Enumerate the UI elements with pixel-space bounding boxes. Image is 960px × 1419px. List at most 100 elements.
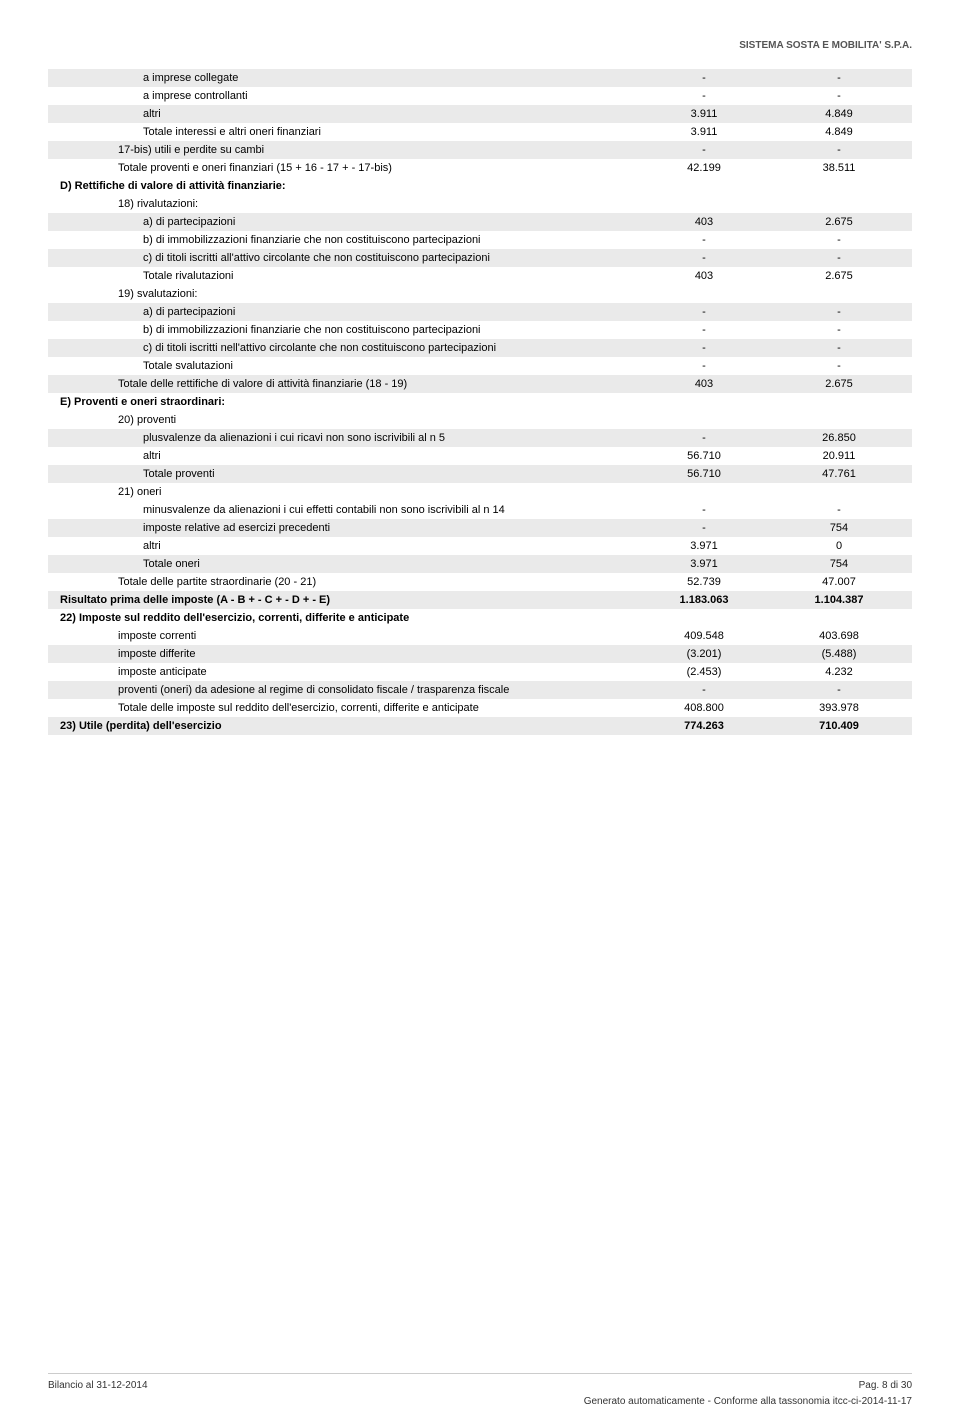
row-value-2: - bbox=[772, 504, 912, 516]
table-row: 20) proventi bbox=[48, 411, 912, 429]
row-value-2: 20.911 bbox=[772, 450, 912, 462]
row-value-2: 0 bbox=[772, 540, 912, 552]
table-row: a imprese collegate-- bbox=[48, 69, 912, 87]
row-value-1: 408.800 bbox=[642, 702, 772, 714]
row-value-2: 47.761 bbox=[772, 468, 912, 480]
row-label: imposte relative ad esercizi precedenti bbox=[48, 522, 642, 534]
row-value-1: 3.911 bbox=[642, 108, 772, 120]
row-value-1: - bbox=[642, 324, 772, 336]
row-value-2: 754 bbox=[772, 522, 912, 534]
table-row: 17-bis) utili e perdite su cambi-- bbox=[48, 141, 912, 159]
row-value-1: 56.710 bbox=[642, 468, 772, 480]
table-row: altri56.71020.911 bbox=[48, 447, 912, 465]
table-row: Totale oneri3.971754 bbox=[48, 555, 912, 573]
row-value-1: 42.199 bbox=[642, 162, 772, 174]
row-label: Totale proventi e oneri finanziari (15 +… bbox=[48, 162, 642, 174]
row-value-2: 2.675 bbox=[772, 270, 912, 282]
table-row: c) di titoli iscritti nell'attivo circol… bbox=[48, 339, 912, 357]
row-value-2: - bbox=[772, 324, 912, 336]
row-value-1: 409.548 bbox=[642, 630, 772, 642]
row-label: imposte anticipate bbox=[48, 666, 642, 678]
row-label: a imprese collegate bbox=[48, 72, 642, 84]
table-row: Totale rivalutazioni4032.675 bbox=[48, 267, 912, 285]
row-label: Totale svalutazioni bbox=[48, 360, 642, 372]
row-value-1: 3.971 bbox=[642, 558, 772, 570]
table-row: b) di immobilizzazioni finanziarie che n… bbox=[48, 231, 912, 249]
row-value-1: 403 bbox=[642, 378, 772, 390]
row-label: Totale delle imposte sul reddito dell'es… bbox=[48, 702, 642, 714]
row-label: proventi (oneri) da adesione al regime d… bbox=[48, 684, 642, 696]
footer-right: Pag. 8 di 30 bbox=[859, 1380, 912, 1391]
row-label: a) di partecipazioni bbox=[48, 306, 642, 318]
row-label: altri bbox=[48, 540, 642, 552]
row-label: Totale interessi e altri oneri finanziar… bbox=[48, 126, 642, 138]
row-value-2: - bbox=[772, 90, 912, 102]
row-value-2: 710.409 bbox=[772, 720, 912, 732]
table-row: 18) rivalutazioni: bbox=[48, 195, 912, 213]
table-row: altri3.9710 bbox=[48, 537, 912, 555]
row-label: Totale delle partite straordinarie (20 -… bbox=[48, 576, 642, 588]
row-label: 23) Utile (perdita) dell'esercizio bbox=[48, 720, 642, 732]
row-value-1: - bbox=[642, 342, 772, 354]
row-label: Totale rivalutazioni bbox=[48, 270, 642, 282]
row-label: b) di immobilizzazioni finanziarie che n… bbox=[48, 234, 642, 246]
row-label: imposte differite bbox=[48, 648, 642, 660]
row-value-1: - bbox=[642, 72, 772, 84]
row-value-1: (3.201) bbox=[642, 648, 772, 660]
row-label: Totale proventi bbox=[48, 468, 642, 480]
row-value-1: - bbox=[642, 252, 772, 264]
table-row: 19) svalutazioni: bbox=[48, 285, 912, 303]
table-row: altri3.9114.849 bbox=[48, 105, 912, 123]
table-row: minusvalenze da alienazioni i cui effett… bbox=[48, 501, 912, 519]
row-label: D) Rettifiche di valore di attività fina… bbox=[48, 180, 642, 192]
row-label: plusvalenze da alienazioni i cui ricavi … bbox=[48, 432, 642, 444]
financial-table: a imprese collegate--a imprese controlla… bbox=[48, 69, 912, 735]
table-row: Totale svalutazioni-- bbox=[48, 357, 912, 375]
table-row: imposte correnti409.548403.698 bbox=[48, 627, 912, 645]
row-value-2: 2.675 bbox=[772, 378, 912, 390]
row-value-1: 3.971 bbox=[642, 540, 772, 552]
row-value-1: - bbox=[642, 522, 772, 534]
row-value-2: 754 bbox=[772, 558, 912, 570]
row-label: altri bbox=[48, 450, 642, 462]
row-label: E) Proventi e oneri straordinari: bbox=[48, 396, 642, 408]
table-row: Totale delle rettifiche di valore di att… bbox=[48, 375, 912, 393]
header-company: SISTEMA SOSTA E MOBILITA' S.P.A. bbox=[48, 40, 912, 51]
table-row: Totale delle imposte sul reddito dell'es… bbox=[48, 699, 912, 717]
row-value-2: 4.849 bbox=[772, 108, 912, 120]
row-label: altri bbox=[48, 108, 642, 120]
row-value-2: - bbox=[772, 144, 912, 156]
row-value-2: - bbox=[772, 252, 912, 264]
footer: Bilancio al 31-12-2014 Pag. 8 di 30 bbox=[48, 1373, 912, 1391]
row-label: 22) Imposte sul reddito dell'esercizio, … bbox=[48, 612, 642, 624]
table-row: Risultato prima delle imposte (A - B + -… bbox=[48, 591, 912, 609]
row-value-2: 26.850 bbox=[772, 432, 912, 444]
table-row: 22) Imposte sul reddito dell'esercizio, … bbox=[48, 609, 912, 627]
row-label: b) di immobilizzazioni finanziarie che n… bbox=[48, 324, 642, 336]
row-value-2: 2.675 bbox=[772, 216, 912, 228]
page-container: SISTEMA SOSTA E MOBILITA' S.P.A. a impre… bbox=[0, 0, 960, 1419]
table-row: Totale proventi e oneri finanziari (15 +… bbox=[48, 159, 912, 177]
row-label: 20) proventi bbox=[48, 414, 642, 426]
footer-left: Bilancio al 31-12-2014 bbox=[48, 1380, 148, 1391]
table-row: E) Proventi e oneri straordinari: bbox=[48, 393, 912, 411]
row-value-2: 47.007 bbox=[772, 576, 912, 588]
row-label: c) di titoli iscritti all'attivo circola… bbox=[48, 252, 642, 264]
row-label: Risultato prima delle imposte (A - B + -… bbox=[48, 594, 642, 606]
row-value-1: - bbox=[642, 432, 772, 444]
table-row: Totale delle partite straordinarie (20 -… bbox=[48, 573, 912, 591]
row-label: 17-bis) utili e perdite su cambi bbox=[48, 144, 642, 156]
row-value-1: 3.911 bbox=[642, 126, 772, 138]
row-value-2: 403.698 bbox=[772, 630, 912, 642]
row-value-2: - bbox=[772, 234, 912, 246]
row-value-2: 393.978 bbox=[772, 702, 912, 714]
row-label: c) di titoli iscritti nell'attivo circol… bbox=[48, 342, 642, 354]
table-row: D) Rettifiche di valore di attività fina… bbox=[48, 177, 912, 195]
row-label: minusvalenze da alienazioni i cui effett… bbox=[48, 504, 642, 516]
table-row: c) di titoli iscritti all'attivo circola… bbox=[48, 249, 912, 267]
table-row: Totale proventi56.71047.761 bbox=[48, 465, 912, 483]
row-value-1: - bbox=[642, 684, 772, 696]
row-value-2: 4.232 bbox=[772, 666, 912, 678]
row-label: imposte correnti bbox=[48, 630, 642, 642]
row-value-1: - bbox=[642, 360, 772, 372]
